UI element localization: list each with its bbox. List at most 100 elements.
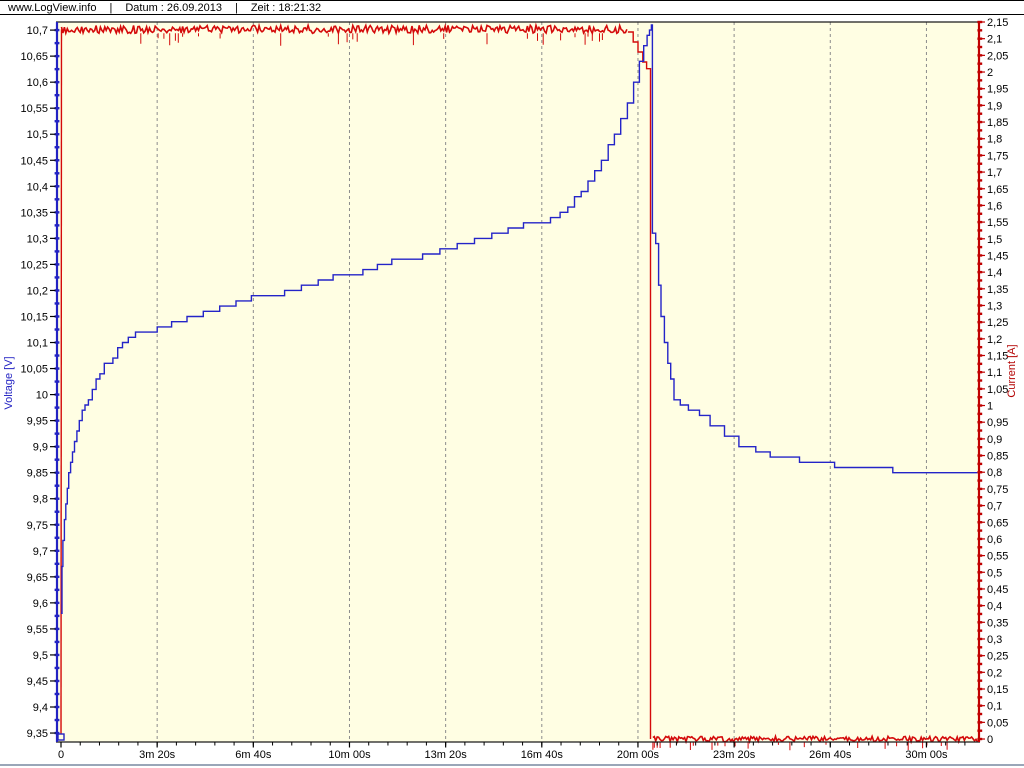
- x-tick-label: 10m 00s: [328, 749, 371, 761]
- right-axis-minor-tick: [977, 737, 983, 741]
- left-axis-minor-tick: [54, 185, 60, 188]
- y-left-tick-label: 9,6: [33, 598, 48, 610]
- left-axis-minor-tick: [54, 354, 60, 357]
- y-right-tick-label: 0,55: [987, 551, 1008, 563]
- y-right-tick-label: 0,3: [987, 634, 1002, 646]
- y-right-tick-label: 0,4: [987, 601, 1002, 613]
- right-axis-minor-tick: [977, 379, 983, 382]
- left-axis-minor-tick: [54, 705, 60, 709]
- left-axis-minor-tick: [54, 393, 60, 396]
- left-axis-minor-tick: [54, 666, 60, 670]
- right-axis-minor-tick: [977, 562, 983, 566]
- right-axis-minor-tick: [977, 337, 983, 341]
- left-axis-minor-tick: [54, 484, 60, 487]
- date-label: Datum : 26.09.2013: [125, 1, 222, 14]
- left-axis-minor-tick: [54, 653, 60, 657]
- left-axis-minor-tick: [54, 536, 60, 539]
- left-axis-minor-tick: [54, 107, 60, 110]
- right-axis-minor-tick: [977, 362, 983, 366]
- left-axis-minor-tick: [54, 93, 60, 97]
- left-axis-minor-tick: [54, 159, 60, 162]
- left-axis-minor-tick: [54, 289, 60, 292]
- left-axis-minor-tick: [54, 432, 60, 435]
- current-noise-spikes: [140, 33, 948, 751]
- x-tick-label: 3m 20s: [139, 749, 176, 761]
- right-axis-minor-tick: [977, 437, 983, 441]
- x-tick-label: 13m 20s: [425, 749, 468, 761]
- time-label: Zeit : 18:21:32: [250, 1, 322, 14]
- right-axis-minor-tick: [977, 612, 983, 616]
- right-axis-minor-tick: [977, 471, 983, 474]
- left-axis-minor-tick: [54, 315, 60, 318]
- voltage-axis-title: Voltage [V]: [3, 356, 15, 409]
- left-axis-minor-tick: [54, 458, 60, 461]
- left-axis-minor-tick: [54, 237, 60, 240]
- y-right-tick-label: 1,85: [987, 117, 1008, 129]
- y-right-tick-label: 1,65: [987, 184, 1008, 196]
- separator: |: [234, 1, 238, 14]
- y-left-tick-label: 10,4: [27, 181, 48, 193]
- left-axis-minor-tick: [54, 406, 60, 409]
- current-low-noise-band: [652, 733, 979, 745]
- y-right-tick-label: 0,95: [987, 417, 1008, 429]
- y-right-tick-label: 0,75: [987, 484, 1008, 496]
- left-axis-minor-tick: [54, 211, 60, 214]
- left-axis-minor-tick: [54, 679, 60, 683]
- left-axis-minor-tick: [54, 380, 60, 383]
- y-right-tick-label: 1,75: [987, 150, 1008, 162]
- y-left-tick-label: 10,15: [20, 311, 48, 323]
- y-right-tick-label: 1,8: [987, 134, 1002, 146]
- right-axis-minor-tick: [977, 287, 983, 290]
- title-bar: www.LogView.info | Datum : 26.09.2013 | …: [0, 0, 1024, 15]
- y-right-tick-label: 0,15: [987, 684, 1008, 696]
- right-axis-minor-tick: [977, 462, 983, 466]
- left-axis-minor-tick: [54, 341, 60, 344]
- right-axis-minor-tick: [977, 20, 983, 24]
- right-axis-minor-tick: [977, 412, 983, 416]
- left-axis-minor-tick: [54, 328, 60, 331]
- right-axis-minor-tick: [977, 62, 983, 65]
- right-axis-minor-tick: [977, 370, 983, 374]
- y-left-tick-label: 9,5: [33, 650, 48, 662]
- right-axis-minor-tick: [977, 120, 983, 124]
- y-right-tick-label: 0,25: [987, 651, 1008, 663]
- right-axis-minor-tick: [977, 229, 983, 232]
- y-right-tick-label: 0,8: [987, 467, 1002, 479]
- right-axis-minor-tick: [977, 529, 983, 532]
- right-axis-minor-tick: [977, 320, 983, 324]
- right-axis-minor-tick: [977, 629, 983, 632]
- right-axis-minor-tick: [977, 245, 983, 249]
- left-axis-minor-tick: [54, 80, 60, 84]
- right-axis-minor-tick: [977, 237, 983, 240]
- y-left-tick-label: 10,6: [27, 77, 48, 89]
- y-right-tick-label: 0,05: [987, 717, 1008, 729]
- right-axis-minor-tick: [977, 187, 983, 190]
- right-axis-minor-tick: [977, 70, 983, 74]
- y-left-tick-label: 10,5: [27, 129, 48, 141]
- left-axis-minor-tick: [54, 133, 60, 136]
- y-right-tick-label: 1,2: [987, 334, 1002, 346]
- right-axis-minor-tick: [977, 154, 983, 157]
- right-axis-minor-tick: [977, 537, 983, 541]
- right-axis-minor-tick: [977, 729, 983, 732]
- y-left-tick-label: 9,7: [33, 546, 48, 558]
- left-axis-minor-tick: [54, 588, 60, 592]
- right-axis-minor-tick: [977, 354, 983, 357]
- left-axis-minor-tick: [54, 497, 60, 500]
- left-axis-minor-tick: [54, 263, 60, 266]
- right-axis-minor-tick: [977, 179, 983, 182]
- x-tick-label: 30m 00s: [905, 749, 948, 761]
- y-right-tick-label: 0,9: [987, 434, 1002, 446]
- y-left-tick-label: 10,1: [27, 338, 48, 350]
- y-right-tick-label: 2,05: [987, 50, 1008, 62]
- y-right-tick-label: 1,4: [987, 267, 1002, 279]
- y-right-tick-label: 1,45: [987, 250, 1008, 262]
- right-axis-minor-tick: [977, 162, 983, 165]
- left-axis-minor-tick: [54, 549, 60, 552]
- right-axis-minor-tick: [977, 687, 983, 691]
- right-axis-minor-tick: [977, 604, 983, 607]
- left-axis-minor-tick: [54, 54, 60, 58]
- right-axis-minor-tick: [977, 504, 983, 507]
- right-axis-minor-tick: [977, 87, 983, 90]
- right-axis-minor-tick: [977, 104, 983, 107]
